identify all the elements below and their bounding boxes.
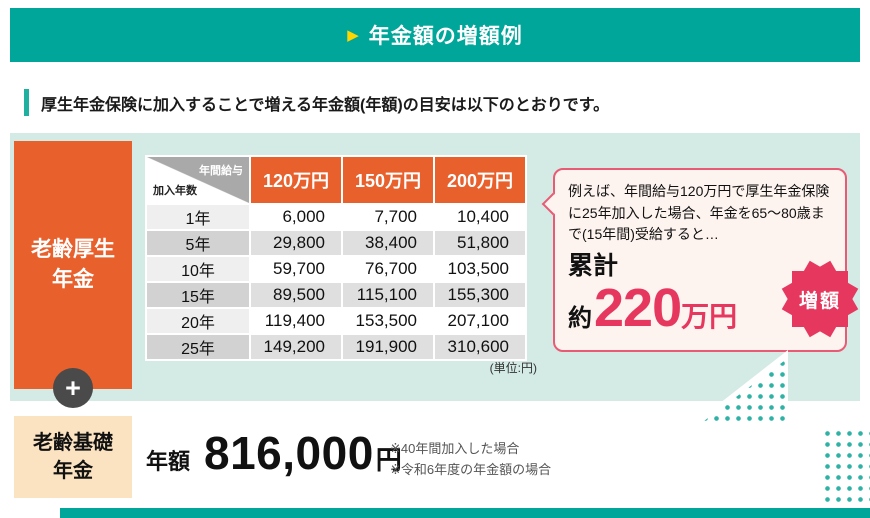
year-cell: 20年 [145, 307, 251, 335]
value-cell: 89,500 [249, 281, 343, 309]
value-cell: 6,000 [249, 203, 343, 231]
value-cell: 119,400 [249, 307, 343, 335]
header-bar: ▶ 年金額の増額例 [10, 8, 860, 62]
basic-pension-label-line1: 老齢基礎 [33, 432, 113, 454]
salary-column-header: 120万円 [249, 155, 343, 205]
employee-pension-panel: 老齢厚生 年金 年間給与 加入年数 120万円 150万円 200万円 1年 6… [10, 133, 862, 408]
cumulative-amount: 約 220 万円 [568, 281, 832, 335]
footnotes: ※40年間加入した場合 ※令和6年度の年金額の場合 [390, 438, 551, 481]
plus-glyph: + [65, 372, 81, 403]
basic-pension-amount-row: 年額 816,000 円 [146, 426, 402, 480]
basic-pension-label: 老齢基礎 年金 [14, 416, 132, 498]
table-row: 10年 59,700 76,700 103,500 [145, 255, 527, 283]
value-cell: 103,500 [433, 255, 527, 283]
dot-pattern-decoration [822, 428, 870, 506]
speech-bubble-tail [541, 192, 565, 216]
value-cell: 76,700 [341, 255, 435, 283]
footnote: ※40年間加入した場合 [390, 441, 520, 456]
corner-label-annual-salary: 年間給与 [199, 165, 243, 177]
year-cell: 10年 [145, 255, 251, 283]
salary-column-header: 200万円 [433, 155, 527, 205]
year-cell: 15年 [145, 281, 251, 309]
annual-amount: 816,000 [204, 427, 374, 479]
intro-section: 厚生年金保険に加入することで増える年金額(年額)の目安は以下のとおりです。 [24, 89, 609, 116]
value-cell: 153,500 [341, 307, 435, 335]
employee-pension-label-line2: 年金 [52, 268, 94, 291]
value-cell: 38,400 [341, 229, 435, 257]
header-arrow-icon: ▶ [347, 27, 359, 44]
table-row: 5年 29,800 38,400 51,800 [145, 229, 527, 257]
page-title: 年金額の増額例 [368, 25, 523, 48]
pension-increase-table: 年間給与 加入年数 120万円 150万円 200万円 1年 6,000 7,7… [145, 155, 527, 361]
basic-pension-label-line2: 年金 [53, 460, 93, 482]
table-row: 20年 119,400 153,500 207,100 [145, 307, 527, 335]
value-cell: 10,400 [433, 203, 527, 231]
employee-pension-label-line1: 老齢厚生 [31, 237, 115, 261]
year-cell: 1年 [145, 203, 251, 231]
value-cell: 115,100 [341, 281, 435, 309]
year-cell: 25年 [145, 333, 251, 361]
cumulative-amount-unit: 万円 [681, 300, 738, 332]
approx-label: 約 [568, 304, 592, 332]
intro-accent-bar [24, 89, 29, 116]
unit-note: (単位:円) [489, 361, 537, 375]
table-row: 1年 6,000 7,700 10,400 [145, 203, 527, 231]
annual-amount-unit: 円 [375, 445, 402, 475]
value-cell: 207,100 [433, 307, 527, 335]
plus-icon: + [53, 368, 93, 408]
value-cell: 51,800 [433, 229, 527, 257]
table-corner-cell: 年間給与 加入年数 [145, 155, 251, 205]
year-cell: 5年 [145, 229, 251, 257]
value-cell: 29,800 [249, 229, 343, 257]
intro-text: 厚生年金保険に加入することで増える年金額(年額)の目安は以下のとおりです。 [41, 96, 610, 114]
increase-badge-label: 増額 [798, 290, 841, 312]
value-cell: 191,900 [341, 333, 435, 361]
value-cell: 149,200 [249, 333, 343, 361]
example-speech-bubble: 例えば、年間給与120万円で厚生年金保険に25年加入した場合、年金を65〜80歳… [541, 168, 847, 352]
table-row: 25年 149,200 191,900 310,600 [145, 333, 527, 361]
value-cell: 310,600 [433, 333, 527, 361]
cumulative-label: 累計 [568, 252, 619, 281]
cumulative-amount-number: 220 [594, 277, 682, 338]
employee-pension-label: 老齢厚生 年金 [14, 141, 132, 389]
annual-label: 年額 [146, 449, 191, 474]
value-cell: 59,700 [249, 255, 343, 283]
value-cell: 155,300 [433, 281, 527, 309]
footnote: ※令和6年度の年金額の場合 [390, 462, 552, 478]
salary-column-header: 150万円 [341, 155, 435, 205]
example-text: 例えば、年間給与120万円で厚生年金保険に25年加入した場合、年金を65〜80歳… [568, 183, 830, 243]
bottom-accent-bar [60, 508, 870, 518]
increase-starburst-badge: 増額 [778, 257, 862, 341]
table-header-row: 年間給与 加入年数 120万円 150万円 200万円 [145, 155, 527, 205]
table-row: 15年 89,500 115,100 155,300 [145, 281, 527, 309]
value-cell: 7,700 [341, 203, 435, 231]
corner-label-enrollment-years: 加入年数 [153, 185, 197, 197]
